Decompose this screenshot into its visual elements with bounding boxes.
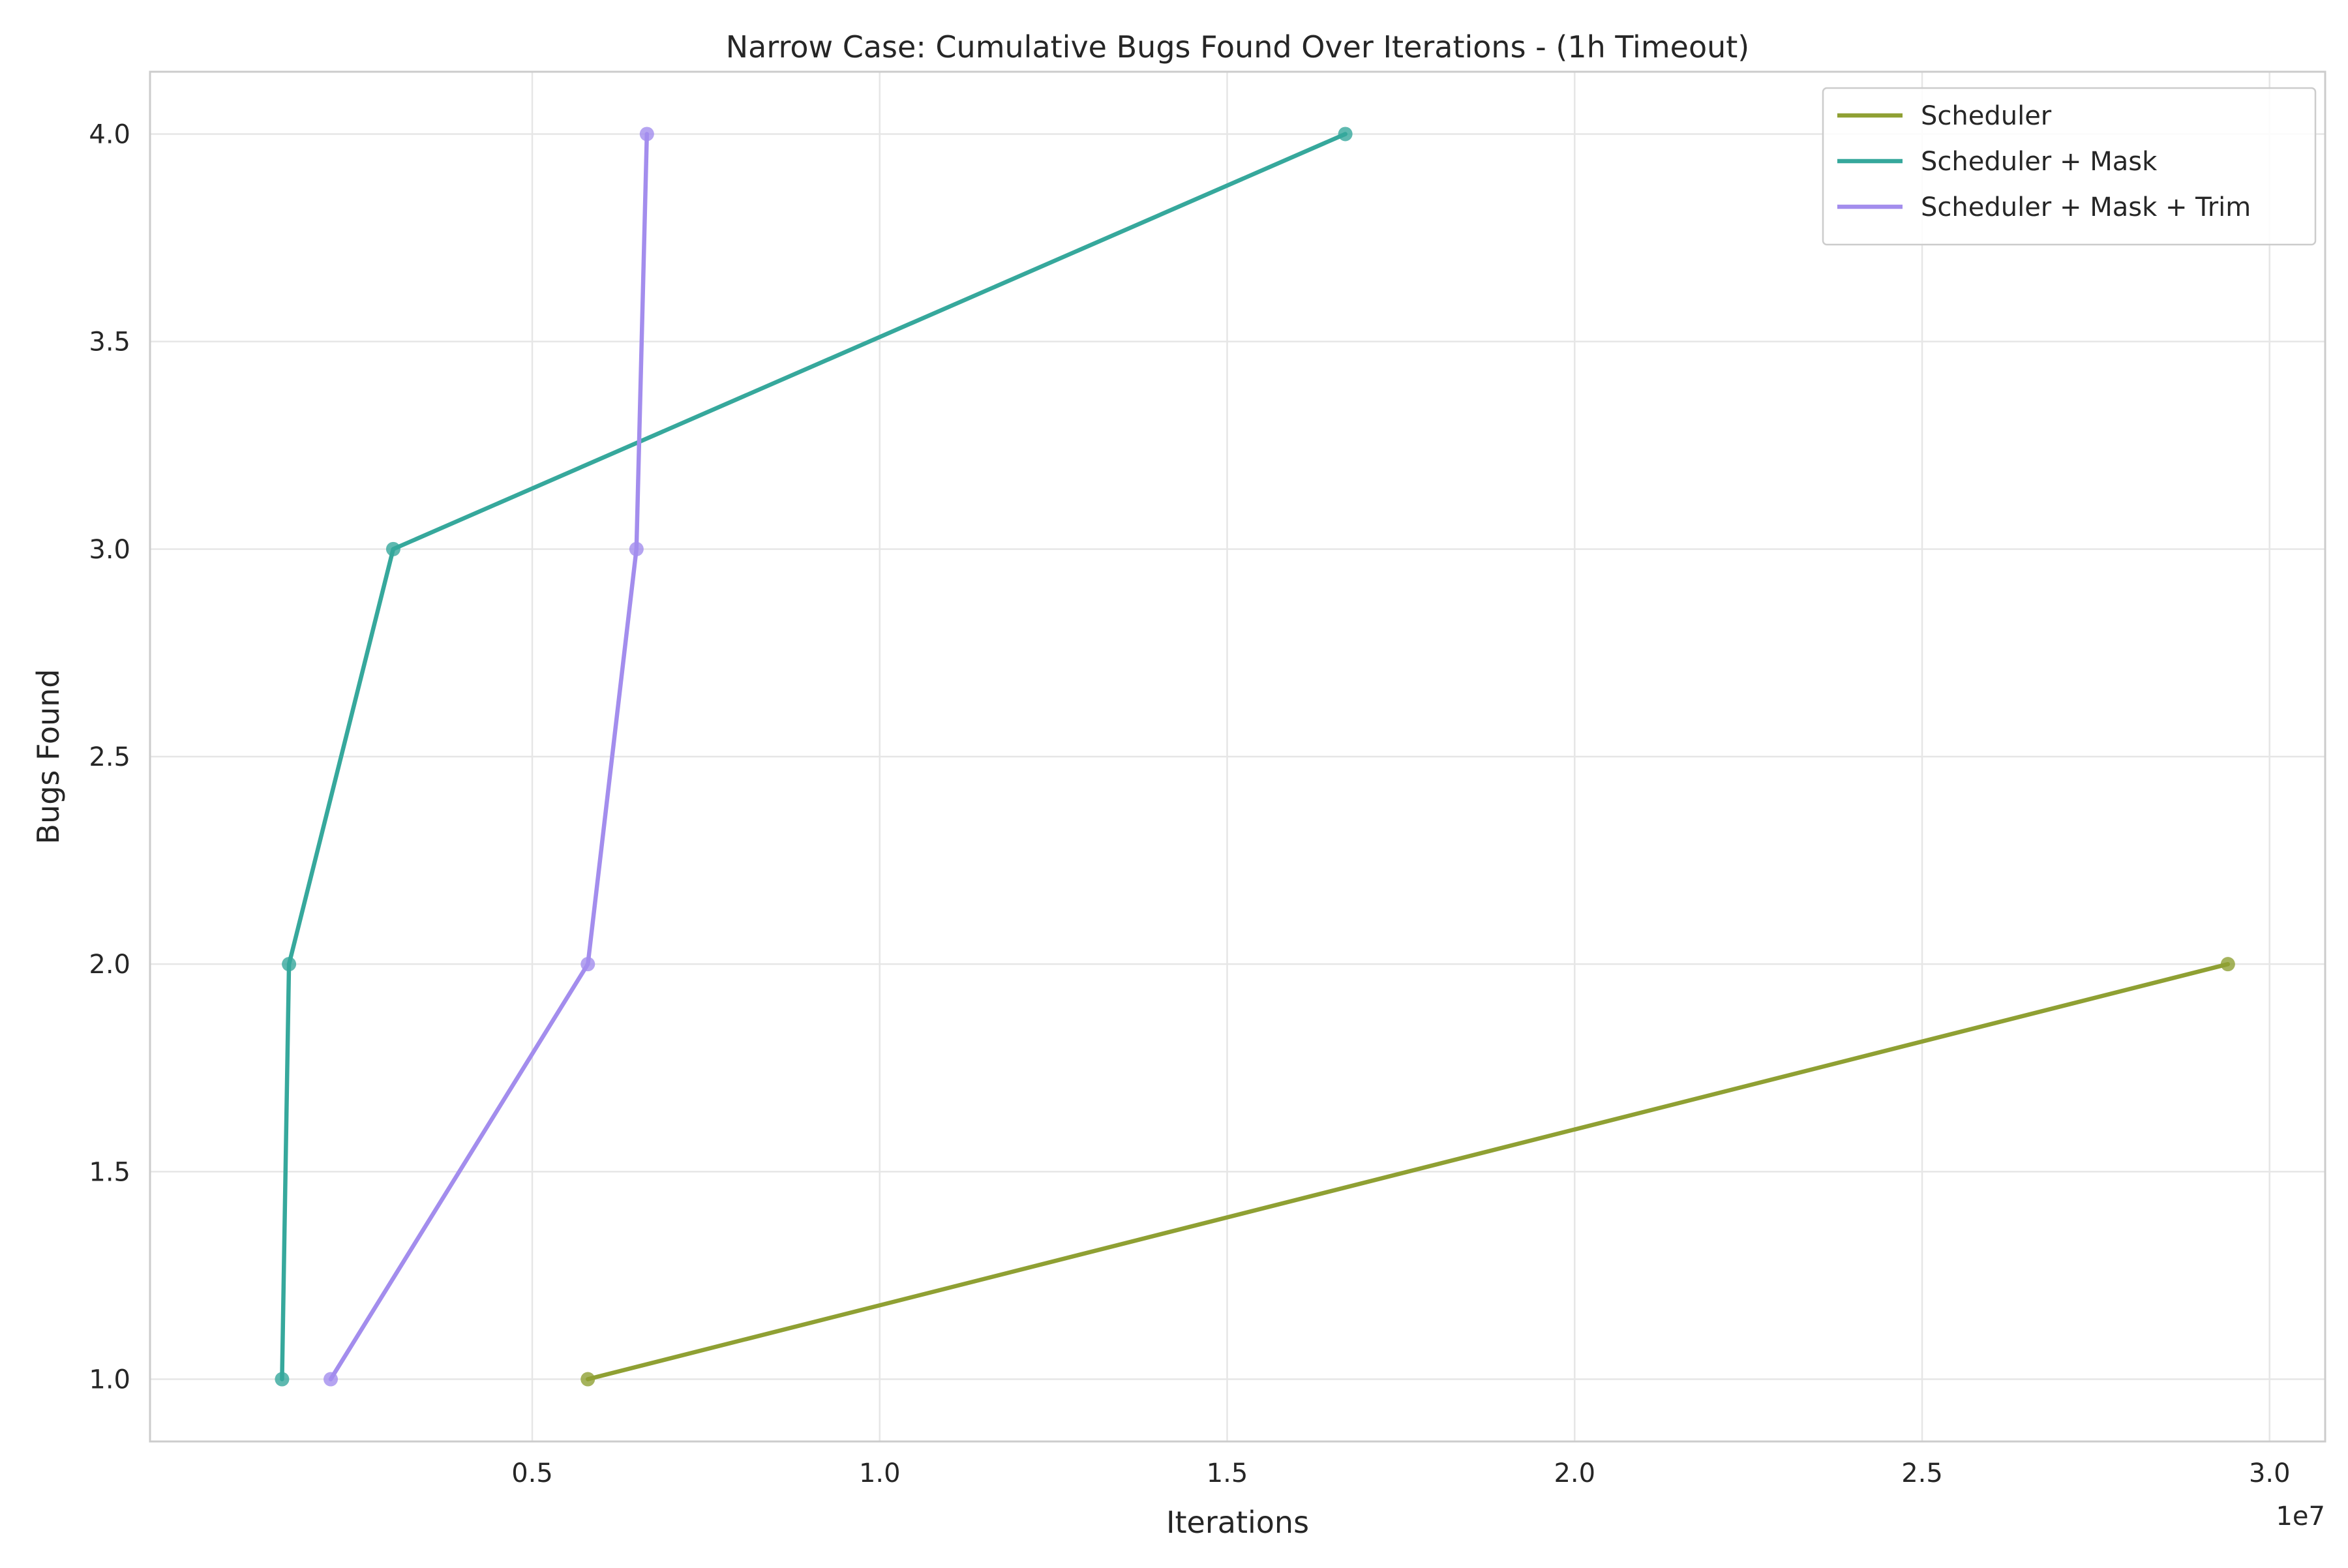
y-axis-label: Bugs Found (31, 669, 66, 845)
x-tick-label: 2.5 (1901, 1458, 1943, 1488)
legend-label: Scheduler + Mask (1921, 147, 2158, 177)
tick-labels: 0.5 1.0 1.5 2.0 2.5 3.0 1.0 1.5 2.0 2.5 3.0 3.5 4.0 (89, 119, 2290, 1488)
x-tick-label: 0.5 (511, 1458, 553, 1488)
data-point (580, 957, 595, 972)
y-tick-label: 3.5 (89, 327, 130, 357)
y-tick-label: 4.0 (89, 119, 130, 149)
chart-title: Narrow Case: Cumulative Bugs Found Over … (726, 29, 1749, 65)
data-point (324, 1372, 339, 1387)
series-scheduler-mask-trim (324, 127, 654, 1387)
grid (150, 72, 2325, 1441)
series-scheduler (580, 957, 2235, 1387)
x-tick-label: 1.5 (1207, 1458, 1248, 1488)
data-point (385, 541, 400, 556)
y-tick-label: 3.0 (89, 535, 130, 565)
x-tick-label: 1.0 (859, 1458, 901, 1488)
data-point (1338, 127, 1353, 142)
y-tick-label: 1.0 (89, 1365, 130, 1395)
plot-frame (149, 70, 2326, 1443)
y-tick-label: 2.0 (89, 950, 130, 980)
y-tick-label: 1.5 (89, 1157, 130, 1187)
x-tick-label: 3.0 (2249, 1458, 2291, 1488)
data-point (639, 127, 654, 142)
series-lines (275, 127, 2235, 1387)
legend: Scheduler Scheduler + Mask Scheduler + Mas… (1822, 87, 2317, 246)
series-line (328, 132, 650, 1381)
series-line (586, 961, 2231, 1381)
series-scheduler-mask (275, 127, 1353, 1387)
x-axis-offset-label: 1e7 (2276, 1501, 2325, 1531)
series-line (280, 132, 1347, 1381)
data-point (282, 957, 297, 972)
legend-box (1822, 87, 2317, 246)
legend-label: Scheduler (1921, 101, 2052, 131)
x-tick-label: 2.0 (1554, 1458, 1595, 1488)
data-point (2220, 957, 2235, 972)
legend-label: Scheduler + Mask + Trim (1921, 192, 2251, 222)
data-point (629, 541, 644, 556)
y-tick-label: 2.5 (89, 742, 130, 772)
data-point (275, 1372, 290, 1387)
x-axis-label: Iterations (1166, 1505, 1309, 1540)
data-point (580, 1372, 595, 1387)
